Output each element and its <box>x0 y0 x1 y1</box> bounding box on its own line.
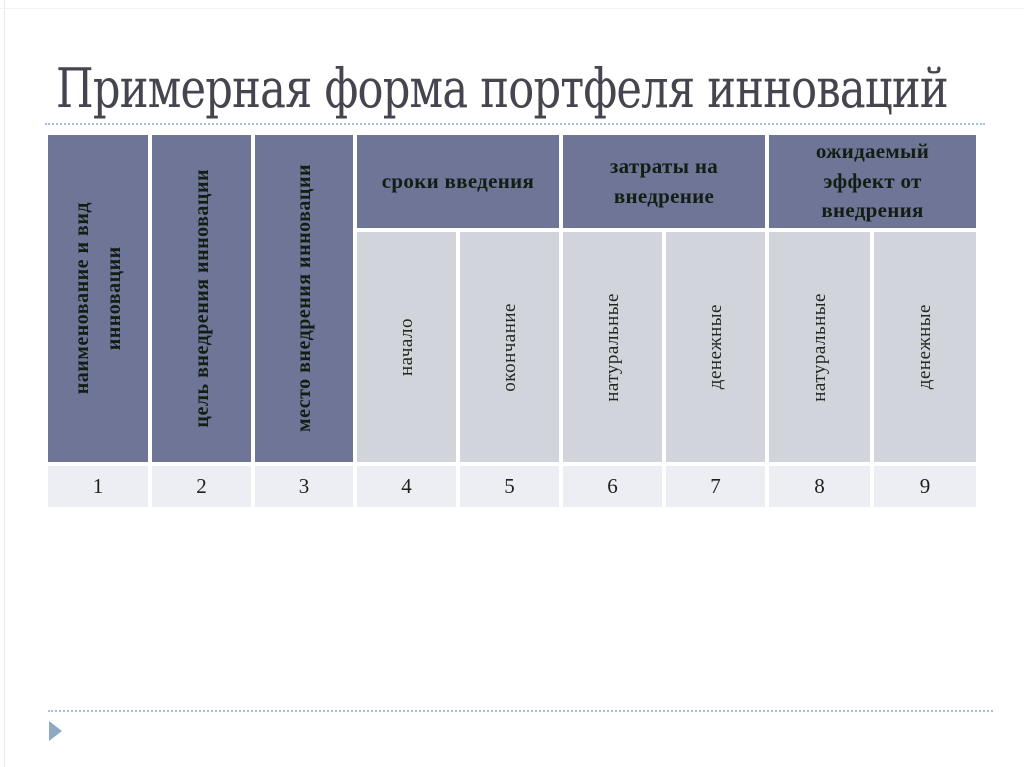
subheader-label-end: окончание <box>498 302 520 392</box>
column-number-cell-4: 4 <box>357 466 456 507</box>
column-number-cell-5: 5 <box>460 466 559 507</box>
title-underline-dotted <box>45 123 985 125</box>
subheader-label-costs-natural: натуральные <box>601 292 623 402</box>
innovation-portfolio-table: наименование и вид инновации цель внедре… <box>48 135 976 507</box>
header-label-name-and-type: наименование и вид инновации <box>71 202 125 395</box>
subheader-cell-effect-monetary: денежные <box>874 232 976 462</box>
subheader-label-costs-monetary: денежные <box>704 304 726 390</box>
header-cell-implementation-place: место внедрения инновации <box>255 135 353 462</box>
column-number-cell-1: 1 <box>48 466 148 507</box>
group-header-introduction-terms: сроки введения <box>357 135 559 228</box>
column-number-cell-8: 8 <box>769 466 870 507</box>
header-label-implementation-goal: цель внедрения инновации <box>190 169 213 428</box>
subheader-cell-start: начало <box>357 232 456 462</box>
subheader-label-effect-monetary: денежные <box>914 304 935 390</box>
subheader-label-start: начало <box>395 318 417 376</box>
slide-top-border-line <box>0 8 1024 9</box>
column-number-cell-6: 6 <box>563 466 662 507</box>
subheader-cell-costs-natural: натуральные <box>563 232 662 462</box>
column-number-cell-2: 2 <box>152 466 251 507</box>
slide-title: Примерная форма портфеля инноваций <box>56 57 949 120</box>
subheader-label-effect-natural: натуральные <box>808 292 830 402</box>
header-label-implementation-place: место внедрения инновации <box>293 164 315 433</box>
footer-dotted-line <box>48 710 993 712</box>
column-number-cell-3: 3 <box>255 466 353 507</box>
subheader-cell-effect-natural: натуральные <box>769 232 870 462</box>
header-cell-name-and-type: наименование и вид инновации <box>48 135 148 462</box>
subheader-cell-end: окончание <box>460 232 559 462</box>
column-number-cell-7: 7 <box>666 466 765 507</box>
subheader-cell-costs-monetary: денежные <box>666 232 765 462</box>
footer-triangle-icon <box>49 721 62 741</box>
group-header-expected-effect: ожидаемый эффект от внедрения <box>769 135 976 228</box>
slide-left-border-line <box>4 0 5 767</box>
header-cell-implementation-goal: цель внедрения инновации <box>152 135 251 462</box>
group-header-implementation-costs: затраты на внедрение <box>563 135 765 228</box>
column-number-cell-9: 9 <box>874 466 976 507</box>
